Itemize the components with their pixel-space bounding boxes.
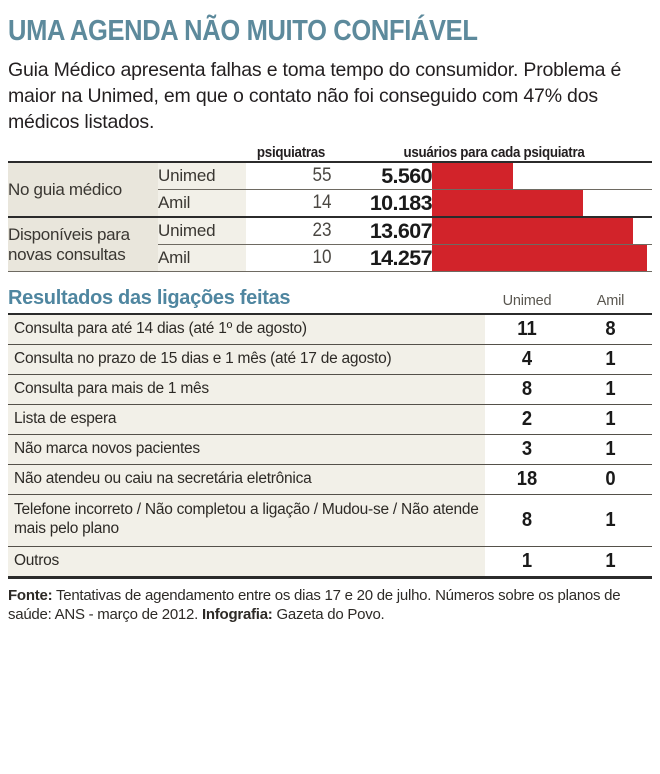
- table-row: Não atendeu ou caiu na secretária eletrô…: [8, 463, 652, 495]
- bar-cell: [432, 189, 653, 218]
- table-row: Amil 14 10.183: [8, 189, 653, 218]
- table-row: Telefone incorreto / Não completou a lig…: [8, 493, 652, 547]
- amil-count: 1: [572, 373, 649, 405]
- result-label: Telefone incorreto / Não completou a lig…: [8, 493, 485, 547]
- unimed-count: 4: [488, 343, 566, 375]
- ratio-value: 5.560: [336, 161, 433, 190]
- bottom-rule: [8, 271, 653, 273]
- result-label: Consulta para até 14 dias (até 1º de ago…: [8, 313, 485, 345]
- psychiatrists-count: 55: [250, 161, 332, 190]
- amil-count: 1: [572, 433, 649, 465]
- ratio-table-bottom-rule-row: [8, 271, 653, 273]
- table-row: No guia médico Unimed 55 5.560: [8, 161, 653, 218]
- unimed-count: 11: [488, 313, 566, 345]
- source-infografia-label: Infografia:: [201, 606, 273, 624]
- page-title: UMA AGENDA NÃO MUITO CONFIÁVEL: [8, 15, 478, 47]
- source-infografia-text: Gazeta do Povo.: [272, 606, 385, 624]
- ratio-bar: [432, 218, 633, 245]
- plan-name: Unimed: [158, 161, 246, 190]
- group-label-guia-medico: No guia médico: [8, 161, 158, 218]
- column-header-unimed: Unimed: [502, 293, 552, 310]
- ratio-table: psiquiatras usuários para cada psiquiatr…: [8, 145, 653, 273]
- column-header-usuarios: usuários para cada psiquiatra: [403, 145, 585, 162]
- result-label: Não marca novos pacientes: [8, 433, 485, 465]
- table-row: Consulta para até 14 dias (até 1º de ago…: [8, 313, 652, 345]
- result-label: Outros: [8, 545, 485, 577]
- source-note: Fonte: Tentativas de agendamento entre o…: [8, 579, 652, 624]
- table-row: Amil 10 14.257: [8, 244, 653, 272]
- table-row: Outros 1 1: [8, 545, 652, 577]
- amil-count: 1: [572, 343, 649, 375]
- footer-divider: [8, 576, 652, 580]
- standfirst-text: Guia Médico apresenta falhas e toma temp…: [8, 59, 622, 134]
- source-fonte-label: Fonte:: [8, 587, 53, 605]
- ratio-value: 10.183: [336, 189, 433, 218]
- plan-name: Amil: [158, 244, 246, 272]
- call-results-header-row: Resultados das ligações feitas Unimed Am…: [8, 284, 652, 314]
- amil-count: 1: [572, 403, 649, 435]
- table-row: Lista de espera 2 1: [8, 403, 652, 435]
- column-header-psiquiatras: psiquiatras: [256, 145, 326, 162]
- plan-name: Amil: [158, 189, 246, 218]
- bar-cell: [432, 216, 653, 245]
- psychiatrists-count: 10: [250, 244, 332, 272]
- unimed-count: 18: [488, 463, 566, 495]
- unimed-count: 8: [488, 493, 566, 547]
- unimed-count: 3: [488, 433, 566, 465]
- table-row: Consulta no prazo de 15 dias e 1 mês (at…: [8, 343, 652, 375]
- ratio-bar: [432, 190, 583, 217]
- result-label: Consulta para mais de 1 mês: [8, 373, 485, 405]
- spacer-cell: [158, 145, 246, 162]
- table-row: Disponíveis para novas consultas Unimed …: [8, 216, 653, 272]
- ratio-bar: [432, 163, 513, 190]
- result-label: Consulta no prazo de 15 dias e 1 mês (at…: [8, 343, 485, 375]
- amil-count: 1: [572, 545, 649, 577]
- result-label: Não atendeu ou caiu na secretária eletrô…: [8, 463, 485, 495]
- section-title: Resultados das ligações feitas: [8, 287, 291, 310]
- column-header-amil: Amil: [596, 293, 625, 310]
- plan-name: Unimed: [158, 216, 246, 245]
- ratio-bar: [432, 245, 647, 272]
- ratio-value: 14.257: [336, 244, 433, 272]
- group-label-disponiveis: Disponíveis para novas consultas: [8, 216, 158, 272]
- amil-count: 1: [572, 493, 649, 547]
- psychiatrists-count: 14: [250, 189, 332, 218]
- bar-cell: [432, 161, 653, 190]
- amil-count: 0: [572, 463, 649, 495]
- source-fonte-text: Tentativas de agendamento entre os dias …: [8, 587, 621, 624]
- unimed-count: 1: [488, 545, 566, 577]
- unimed-count: 8: [488, 373, 566, 405]
- amil-count: 8: [572, 313, 649, 345]
- bar-cell: [432, 244, 653, 272]
- call-results-table: Resultados das ligações feitas Unimed Am…: [8, 284, 652, 577]
- spacer-cell: [8, 145, 158, 162]
- unimed-count: 2: [488, 403, 566, 435]
- ratio-value: 13.607: [336, 216, 433, 245]
- ratio-table-header-row: psiquiatras usuários para cada psiquiatr…: [8, 145, 652, 162]
- table-row: Não marca novos pacientes 3 1: [8, 433, 652, 465]
- table-row: Consulta para mais de 1 mês 8 1: [8, 373, 652, 405]
- result-label: Lista de espera: [8, 403, 485, 435]
- psychiatrists-count: 23: [250, 216, 332, 245]
